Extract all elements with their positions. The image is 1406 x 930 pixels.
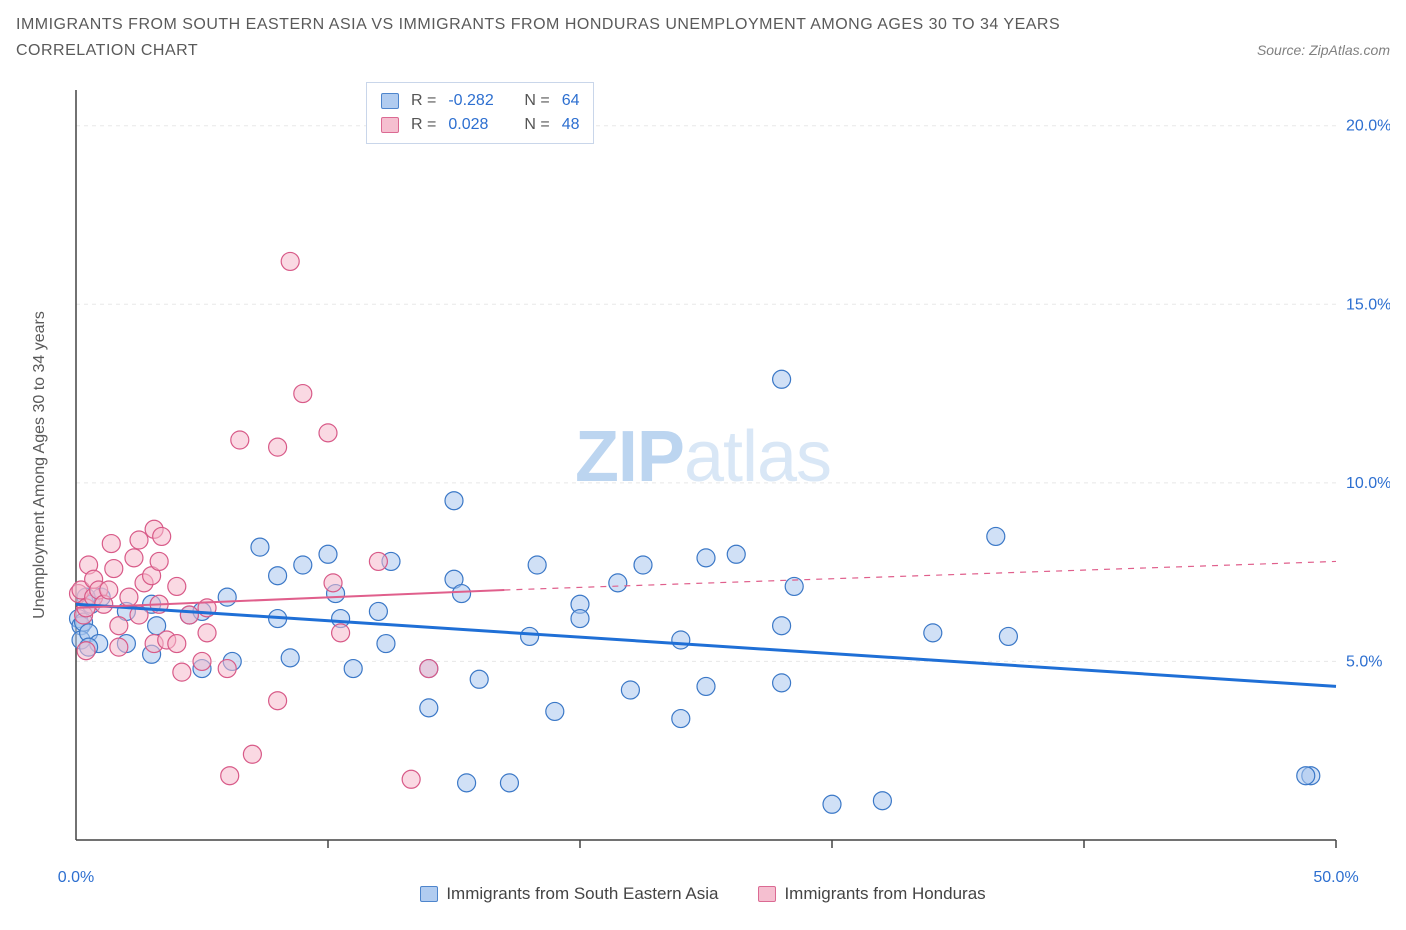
legend-item-honduras: Immigrants from Honduras <box>758 884 985 904</box>
n-value-honduras: 48 <box>562 113 580 137</box>
legend-row-sea: R = -0.282 N = 64 <box>381 89 579 113</box>
r-label: R = <box>411 89 436 113</box>
legend-label-honduras: Immigrants from Honduras <box>784 884 985 904</box>
swatch-sea-2 <box>420 886 438 902</box>
svg-text:20.0%: 20.0% <box>1346 118 1390 135</box>
source-label: Source: ZipAtlas.com <box>1257 42 1390 58</box>
correlation-chart: IMMIGRANTS FROM SOUTH EASTERN ASIA VS IM… <box>16 16 1390 900</box>
r-label-2: R = <box>411 113 436 137</box>
svg-text:15.0%: 15.0% <box>1346 296 1390 313</box>
r-value-sea: -0.282 <box>448 89 512 113</box>
chart-title-1: IMMIGRANTS FROM SOUTH EASTERN ASIA VS IM… <box>16 16 1390 34</box>
legend-stats: R = -0.282 N = 64 R = 0.028 N = 48 <box>366 82 594 144</box>
scatter-svg: 0.0%50.0%5.0%10.0%15.0%20.0%Unemployment… <box>16 80 1390 900</box>
svg-text:Unemployment Among Ages 30 to: Unemployment Among Ages 30 to 34 years <box>31 311 48 619</box>
n-label: N = <box>524 89 549 113</box>
n-label-2: N = <box>524 113 549 137</box>
chart-title-2: CORRELATION CHART <box>16 42 198 60</box>
legend-row-honduras: R = 0.028 N = 48 <box>381 113 579 137</box>
svg-text:10.0%: 10.0% <box>1346 475 1390 492</box>
swatch-honduras-2 <box>758 886 776 902</box>
legend-item-sea: Immigrants from South Eastern Asia <box>420 884 718 904</box>
swatch-sea <box>381 93 399 109</box>
svg-text:5.0%: 5.0% <box>1346 653 1382 670</box>
legend-series: Immigrants from South Eastern Asia Immig… <box>16 884 1390 904</box>
r-value-honduras: 0.028 <box>448 113 512 137</box>
legend-label-sea: Immigrants from South Eastern Asia <box>446 884 718 904</box>
plot-area: 0.0%50.0%5.0%10.0%15.0%20.0%Unemployment… <box>16 80 1390 900</box>
n-value-sea: 64 <box>562 89 580 113</box>
swatch-honduras <box>381 117 399 133</box>
